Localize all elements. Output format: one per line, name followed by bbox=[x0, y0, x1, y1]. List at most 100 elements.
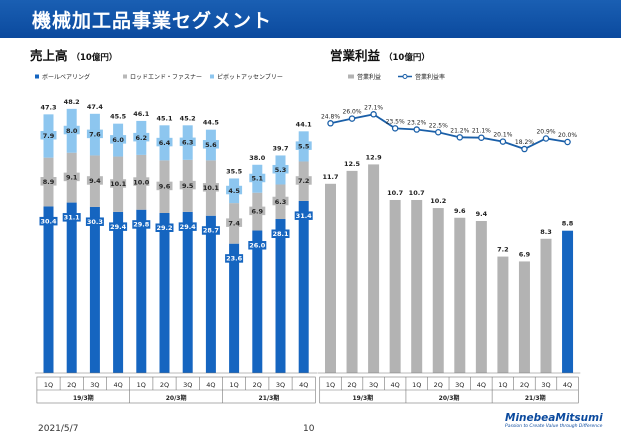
op-income-label: 11.7 bbox=[322, 173, 338, 181]
op-margin-label: 22.5% bbox=[429, 122, 448, 129]
label-bg-1 bbox=[86, 176, 103, 185]
op-income-bar bbox=[518, 261, 530, 373]
op-income-bar bbox=[540, 238, 552, 373]
bar-ball-bearing bbox=[298, 200, 309, 373]
bar-ball-bearing bbox=[66, 202, 77, 373]
bar-ball-bearing bbox=[205, 215, 216, 373]
label-bg-2 bbox=[226, 185, 243, 195]
op-income-bar bbox=[562, 230, 574, 373]
total-label: 45.2 bbox=[180, 114, 196, 122]
op-margin-point bbox=[542, 135, 550, 142]
op-income-bar bbox=[432, 208, 444, 373]
label-rod-end: 6.9 bbox=[252, 208, 264, 216]
label-rod-end: 10.1 bbox=[203, 184, 220, 192]
op-income-label: 7.2 bbox=[497, 246, 509, 254]
total-label: 39.7 bbox=[272, 144, 288, 152]
op-income-bar bbox=[454, 217, 466, 373]
label-ball-bearing: 23.6 bbox=[226, 255, 243, 263]
sales-tick-label: 2Q bbox=[67, 381, 76, 389]
footer-date: 2021/5/7 bbox=[38, 424, 79, 434]
op-income-label: 8.8 bbox=[562, 220, 574, 228]
label-bg-1 bbox=[295, 176, 312, 185]
sales-tick-label: 2Q bbox=[160, 381, 169, 389]
op-income-bar bbox=[497, 256, 509, 373]
sales-year-label: 19/3期 bbox=[73, 394, 94, 402]
label-bg-1 bbox=[110, 179, 127, 188]
label-bg-1 bbox=[40, 177, 57, 186]
op-income-label: 10.2 bbox=[430, 197, 446, 205]
op-tick-label: 2Q bbox=[520, 381, 529, 389]
label-bg-2 bbox=[156, 137, 173, 147]
label-pivot: 8.0 bbox=[66, 127, 78, 135]
op-tick-label: 1Q bbox=[412, 381, 421, 389]
label-ball-bearing: 29.4 bbox=[110, 223, 127, 231]
label-pivot: 6.0 bbox=[112, 136, 124, 144]
bar-ball-bearing bbox=[113, 211, 124, 373]
op-income-label: 9.6 bbox=[454, 207, 466, 215]
bar-ball-bearing bbox=[159, 212, 170, 373]
label-bg-2 bbox=[295, 141, 312, 150]
op-margin-point bbox=[564, 138, 571, 146]
op-income-bar bbox=[411, 199, 423, 373]
op-margin-point bbox=[370, 111, 377, 118]
bar-ball-bearing bbox=[136, 209, 147, 373]
op-margin-label: 26.0% bbox=[343, 109, 362, 116]
label-ball-bearing: 30.4 bbox=[40, 217, 57, 225]
op-margin-point bbox=[456, 134, 464, 141]
sales-tick-label: 4Q bbox=[113, 381, 122, 389]
op-margin-label: 21.2% bbox=[450, 127, 469, 134]
label-pivot: 5.1 bbox=[252, 175, 264, 183]
op-year-label: 20/3期 bbox=[439, 394, 460, 402]
op-margin-point bbox=[499, 138, 507, 145]
legend-swatch-1 bbox=[123, 74, 127, 79]
sales-tick-label: 1Q bbox=[137, 381, 146, 389]
op-margin-point bbox=[413, 126, 420, 133]
label-rod-end: 8.9 bbox=[43, 178, 55, 186]
page-title: 機械加工品事業セグメント bbox=[32, 10, 273, 32]
bar-ball-bearing bbox=[43, 206, 54, 373]
sales-tick-label: 1Q bbox=[44, 381, 53, 389]
op-income-label: 9.4 bbox=[476, 210, 488, 218]
label-bg-2 bbox=[86, 129, 103, 139]
op-title-text: 営業利益 bbox=[330, 48, 381, 63]
op-margin-label: 18.2% bbox=[515, 139, 534, 146]
label-bg-2 bbox=[202, 140, 219, 149]
total-label: 44.5 bbox=[203, 119, 220, 127]
label-pivot: 5.6 bbox=[205, 141, 217, 149]
label-pivot: 7.9 bbox=[43, 132, 55, 140]
label-ball-bearing: 26.0 bbox=[249, 242, 266, 250]
bar-ball-bearing bbox=[252, 230, 263, 373]
op-income-label: 12.5 bbox=[344, 160, 361, 168]
label-bg-1 bbox=[156, 181, 173, 191]
op-margin-label: 24.8% bbox=[321, 113, 340, 120]
op-tick-label: 4Q bbox=[477, 381, 486, 389]
bar-ball-bearing bbox=[89, 206, 100, 373]
label-ball-bearing: 29.8 bbox=[133, 221, 150, 229]
label-pivot: 6.3 bbox=[182, 139, 194, 147]
label-ball-bearing: 28.1 bbox=[272, 230, 289, 238]
op-income-label: 8.3 bbox=[540, 228, 552, 236]
label-pivot: 4.5 bbox=[228, 187, 240, 195]
sales-title-text: 売上高 bbox=[30, 48, 68, 63]
op-income-bar bbox=[389, 199, 401, 373]
sales-unit: （10億円） bbox=[71, 53, 118, 63]
legend-swatch-2 bbox=[210, 74, 214, 79]
op-tick-label: 3Q bbox=[455, 381, 464, 389]
op-tick-label: 3Q bbox=[541, 381, 550, 389]
label-bg-ball-bearing bbox=[201, 226, 220, 235]
sales-year-label: 21/3期 bbox=[259, 394, 280, 402]
label-rod-end: 7.4 bbox=[228, 219, 240, 227]
label-ball-bearing: 30.3 bbox=[87, 218, 103, 226]
label-bg-1 bbox=[226, 218, 243, 227]
company-logo: MinebeaMitsumi Passion to Create Value t… bbox=[505, 412, 615, 429]
total-label: 46.1 bbox=[133, 110, 150, 118]
label-bg-1 bbox=[63, 172, 80, 182]
bar-ball-bearing bbox=[275, 219, 286, 373]
legend-label-sales-1: ロッドエンド・ファスナー bbox=[130, 74, 202, 81]
label-ball-bearing: 31.4 bbox=[296, 212, 313, 220]
op-income-bar bbox=[346, 170, 358, 373]
label-rod-end: 9.5 bbox=[182, 182, 194, 190]
label-bg-2 bbox=[272, 164, 289, 174]
